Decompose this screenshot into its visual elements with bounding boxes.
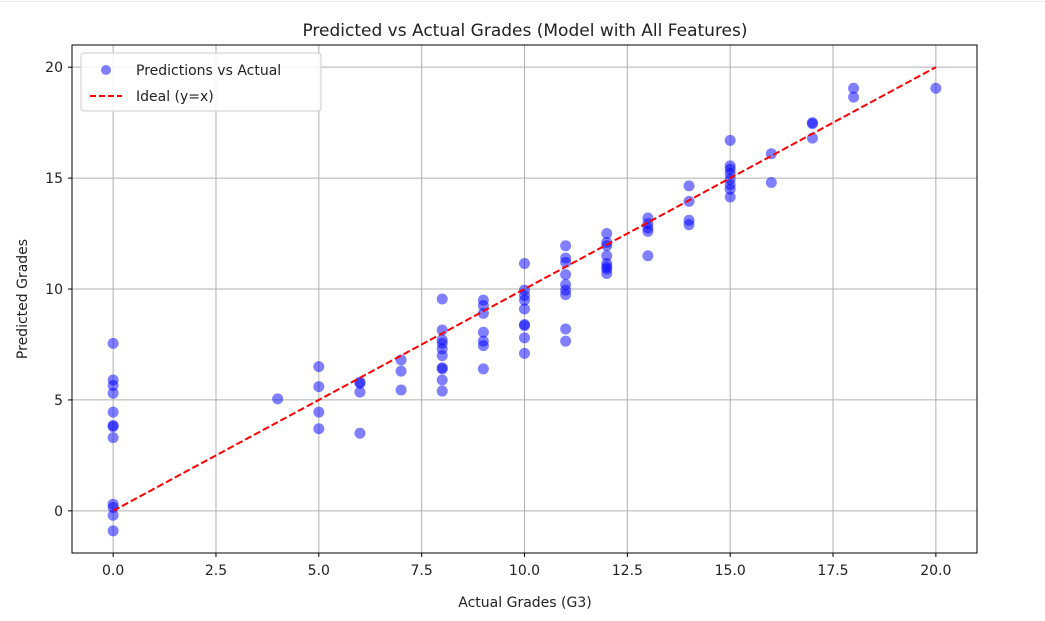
scatter-point (560, 256, 572, 268)
scatter-point (560, 269, 572, 281)
scatter-point (683, 180, 695, 192)
legend-box (80, 52, 322, 112)
scatter-point (519, 347, 530, 359)
scatter-point (107, 509, 119, 521)
y-tick-label: 0 (54, 504, 63, 520)
plot-series (107, 66, 942, 537)
scatter-point (519, 303, 530, 315)
scatter-point (313, 381, 325, 393)
scatter-point (724, 183, 736, 195)
scatter-point (313, 406, 325, 418)
scatter-point (436, 385, 448, 397)
scatter-point (313, 361, 325, 373)
scatter-point (107, 337, 119, 349)
scatter-point (683, 219, 695, 231)
scatter-point (436, 350, 448, 362)
scatter-point (560, 323, 572, 335)
y-tick-label: 10 (45, 282, 63, 298)
legend: Predictions vs Actual Ideal (y=x) (80, 52, 322, 112)
scatter-point (724, 191, 736, 203)
scatter-point (519, 258, 530, 270)
scatter-point (395, 384, 407, 396)
scatter-point (354, 377, 366, 389)
scatter-point (477, 340, 489, 352)
x-tick-label: 0.0 (102, 563, 124, 579)
top-divider (0, 1, 1045, 2)
y-tick-label: 15 (45, 171, 63, 187)
scatter-point (477, 300, 489, 312)
x-tick-label: 5.0 (308, 563, 330, 579)
scatter-point (560, 240, 572, 252)
x-tick-label: 15.0 (715, 563, 746, 579)
scatter-point (107, 421, 119, 433)
x-axis-label: Actual Grades (G3) (458, 595, 591, 611)
scatter-point (436, 374, 448, 386)
legend-marker-predictions (101, 65, 111, 75)
x-tick-label: 10.0 (509, 563, 540, 579)
y-tick-label: 5 (54, 393, 63, 409)
scatter-point (519, 294, 530, 306)
x-tick-label: 17.5 (817, 563, 848, 579)
scatter-point (519, 320, 530, 332)
scatter-point (354, 386, 366, 398)
scatter-point (930, 82, 942, 94)
scatter-point (848, 82, 860, 94)
scatter-point (107, 432, 119, 444)
scatter-point (107, 525, 119, 537)
scatter-point (107, 380, 119, 392)
x-tick-label: 7.5 (411, 563, 433, 579)
scatter-point (107, 387, 119, 399)
x-tick-label: 2.5 (205, 563, 227, 579)
scatter-point (806, 118, 818, 130)
scatter-point (601, 228, 613, 240)
legend-label-ideal: Ideal (y=x) (136, 89, 214, 105)
scatter-point (395, 365, 407, 377)
scatter-point (642, 250, 654, 262)
chart-title: Predicted vs Actual Grades (Model with A… (302, 21, 747, 41)
y-tick-label: 20 (45, 60, 63, 76)
axis-ticks: 0.0 2.5 5.0 7.5 10.0 12.5 15.0 17.5 20.0 0 5 10 15 20 (45, 60, 951, 579)
scatter-point (560, 335, 572, 347)
scatter-point (560, 289, 572, 301)
scatter-point (601, 267, 613, 279)
scatter-point (477, 326, 489, 338)
scatter-point (354, 427, 366, 439)
x-tick-label: 12.5 (612, 563, 643, 579)
scatter-point (601, 250, 613, 262)
scatter-point (436, 363, 448, 375)
legend-label-predictions: Predictions vs Actual (136, 63, 281, 79)
ideal-line (112, 66, 937, 512)
y-axis-label: Predicted Grades (15, 239, 31, 359)
scatter-point (765, 177, 777, 189)
scatter-point (724, 134, 736, 146)
scatter-point (107, 406, 119, 418)
scatter-point (519, 332, 530, 344)
scatter-point (272, 393, 284, 405)
scatter-point (848, 91, 860, 103)
scatter-point (436, 293, 448, 305)
scatter-point (313, 423, 325, 435)
scatter-point (642, 225, 654, 237)
x-tick-label: 20.0 (920, 563, 951, 579)
scatter-point (477, 363, 489, 375)
